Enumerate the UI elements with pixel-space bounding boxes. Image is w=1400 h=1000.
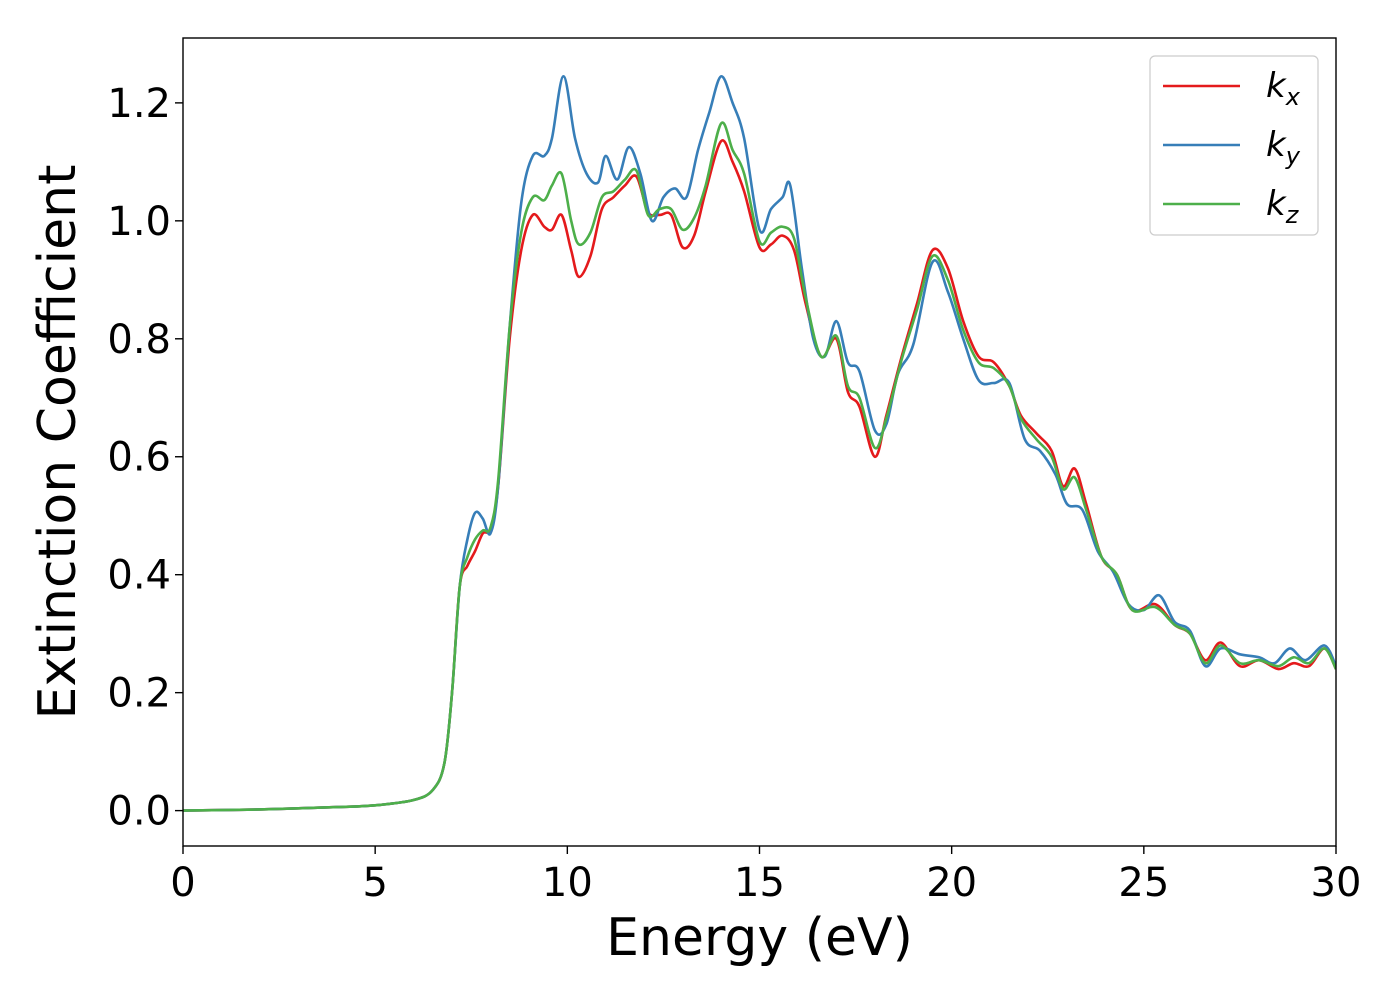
legend-label-x: kx <box>1266 66 1301 111</box>
legend-label-y: ky <box>1266 125 1301 170</box>
y-axis-title: Extinction Coefficient <box>28 165 88 720</box>
x-tick-label: 5 <box>362 860 387 906</box>
x-axis-title: Energy (eV) <box>606 908 913 968</box>
x-tick-label: 0 <box>170 860 195 906</box>
x-tick-label: 20 <box>926 860 977 906</box>
x-tick-label: 30 <box>1311 860 1362 906</box>
x-tick-label: 10 <box>542 860 593 906</box>
plot-area <box>182 37 1337 847</box>
x-tick-label: 15 <box>734 860 785 906</box>
y-tick-label: 0.6 <box>107 435 171 481</box>
legend-label-z: kz <box>1266 184 1300 229</box>
y-tick-label: 0.8 <box>107 317 171 363</box>
y-tick-label: 0.4 <box>107 553 171 599</box>
y-tick-label: 1.2 <box>107 81 171 127</box>
y-tick-label: 1.0 <box>107 199 171 245</box>
x-axis-ticks: 0 5 10 15 20 25 30 <box>170 846 1361 906</box>
x-tick-label: 25 <box>1118 860 1169 906</box>
y-tick-label: 0.2 <box>107 671 171 717</box>
legend: kx ky kz <box>1149 55 1319 236</box>
series-layer <box>183 75 1336 812</box>
y-tick-label: 0.0 <box>107 789 171 835</box>
series-line-z <box>183 121 1336 812</box>
y-axis-ticks: 0.0 0.2 0.4 0.6 0.8 1.0 1.2 <box>107 81 183 835</box>
